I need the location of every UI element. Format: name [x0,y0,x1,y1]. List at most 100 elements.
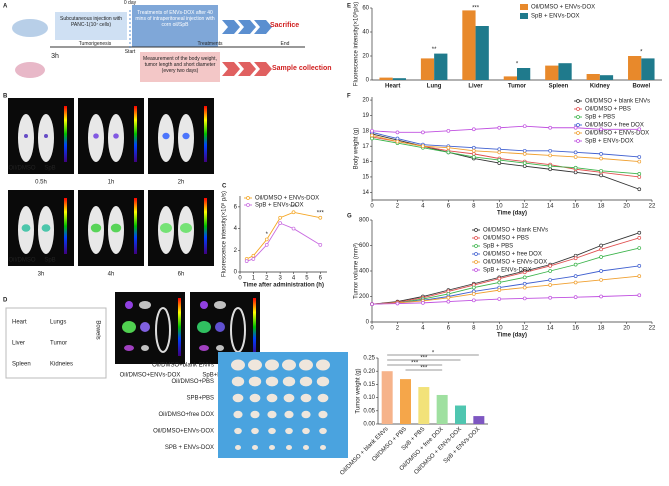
fluorescence-signal [162,132,170,140]
group-label: Oil/DMSO+free DOX [158,412,214,418]
significance: * [266,232,269,238]
fluorescence-signal [113,133,119,139]
y-tick-label: 0 [366,320,370,326]
organ-label: Kidneies [50,362,73,368]
data-point [446,145,451,150]
y-tick-label: 19 [362,113,369,119]
step-box [132,5,218,47]
y-axis-label: Fluorescence intensity(×10⁸ p/s) [221,191,228,277]
data-point [291,226,296,231]
bar [517,68,531,80]
legend-marker [576,107,580,111]
bar [434,53,448,80]
x-tick-label: 4 [421,204,425,210]
x-tick-label: Heart [385,84,400,90]
color-scale [253,298,256,356]
tumor-specimen [248,359,262,371]
x-tick-label: 14 [547,204,554,210]
data-point [497,288,502,292]
tumor-specimen [284,410,294,419]
data-point [318,243,323,247]
organ-label: Spleen [12,362,31,368]
x-tick-label: 12 [521,326,528,332]
data-point [370,133,374,138]
data-point [599,243,603,248]
y-tick-label: 17 [362,144,369,150]
organ [214,301,226,309]
tumor-specimen [317,393,329,403]
data-point [573,125,578,130]
data-point [548,125,553,130]
tumor-specimen [283,393,295,403]
tumor-specimen [316,376,330,387]
legend-marker [576,115,580,119]
y-tick-label: 18 [362,128,369,134]
data-point [548,153,553,158]
data-point [637,159,642,164]
data-point [637,246,642,250]
legend-marker [576,131,580,135]
y-tick-label: 20 [362,98,369,104]
significance: ** [432,47,437,53]
data-point [637,127,642,132]
legend-label: Oil/DMSO + free DOX [483,252,542,258]
data-point [446,128,451,133]
data-point [471,285,476,290]
y-tick-label: 20 [362,54,369,60]
bar [586,74,600,80]
day-label: 0 day [123,0,137,6]
x-tick-label: 2 [396,326,400,332]
legend-label: Oil/DMSO + PBS [585,107,631,113]
tumor-specimen [248,376,262,387]
data-point [264,243,269,247]
chevrons [222,20,272,34]
bar [462,10,476,80]
data-point [497,158,502,162]
legend-marker [474,260,478,264]
data-point [278,215,283,220]
tumor-specimen [318,410,328,419]
x-tick-label: 2 [396,204,400,210]
x-tick-label: Liver [468,84,483,90]
data-point [548,269,553,273]
y-tick-label: 0 [234,270,238,276]
tumor-specimen [303,445,309,450]
data-point [599,173,603,178]
legend-label: Oil/DMSO + blank ENVs [483,228,548,234]
data-point [637,230,642,235]
data-point [599,152,603,156]
legend-marker [576,139,580,143]
y-tick-label: 60 [362,6,369,12]
y-tick-label: 0.05 [363,408,375,414]
data-point [548,283,553,287]
tumor-specimen [232,393,244,403]
data-point [522,148,527,153]
tumor-specimen [282,359,296,371]
x-tick-label: Kidney [590,84,611,90]
y-tick-label: 0.00 [363,422,375,428]
panel-letter: G [347,214,352,220]
group-caption: Oil/DMSO+ENVs-DOX [120,373,181,379]
x-axis-label: Time (day) [497,333,527,339]
legend-label: SpB + ENVs-DOX [483,268,532,274]
tumor-specimen [265,359,279,371]
organ [140,322,150,332]
y-tick-label: 0.15 [363,382,375,388]
data-point [573,256,578,261]
time-label: 3h [38,272,45,278]
x-tick-label: 20 [623,204,630,210]
x-tick-label: 22 [649,326,656,332]
y-tick-label: 2 [234,248,238,254]
y-axis-label: Fluorescence intensity(×10⁸p/s) [353,2,360,86]
legend-label: Oil/DMSO + blank ENVs [585,99,650,105]
data-point [548,278,553,282]
legend-marker [576,123,580,127]
color-scale [204,106,207,162]
panel-letter: F [347,94,351,100]
data-point [471,292,476,296]
phase-label: End [280,41,290,47]
x-tick-label: 20 [623,326,630,332]
legend-swatch [520,4,528,10]
step-box [55,12,127,40]
